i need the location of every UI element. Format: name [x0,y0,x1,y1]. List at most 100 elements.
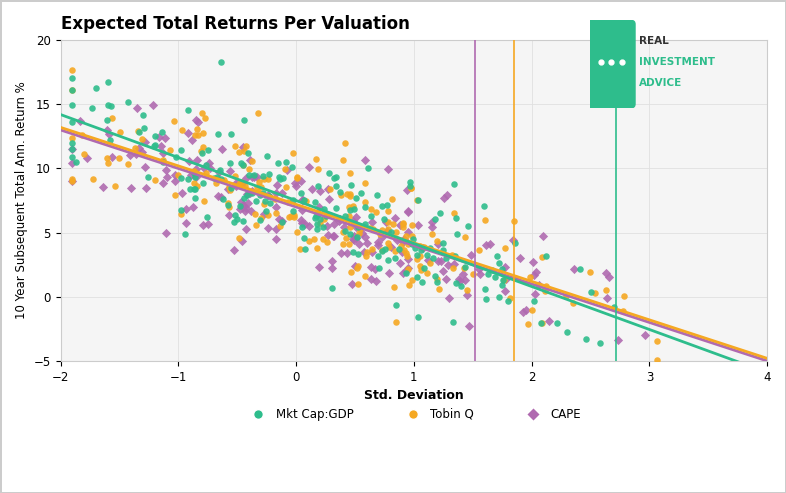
CAPE [348,233,361,241]
Tobin Q [314,219,326,227]
Tobin Q [258,200,270,208]
Tobin Q [343,211,355,219]
CAPE [270,203,283,211]
Tobin Q [66,67,79,74]
Mkt Cap:GDP [296,223,308,231]
Tobin Q [163,146,176,154]
Tobin Q [600,286,612,294]
Mkt Cap:GDP [492,293,505,301]
CAPE [402,208,414,215]
Mkt Cap:GDP [101,78,114,86]
Tobin Q [303,237,315,245]
Mkt Cap:GDP [354,189,367,197]
Mkt Cap:GDP [534,319,547,327]
CAPE [373,241,385,249]
Mkt Cap:GDP [142,173,155,180]
Tobin Q [386,195,399,203]
Mkt Cap:GDP [66,101,79,109]
Tobin Q [169,191,182,199]
Tobin Q [447,264,460,272]
Tobin Q [343,170,356,177]
CAPE [323,195,336,203]
CAPE [388,214,401,222]
Mkt Cap:GDP [66,153,79,161]
CAPE [295,216,307,224]
Tobin Q [343,240,355,248]
CAPE [222,185,235,193]
Tobin Q [397,223,410,231]
Tobin Q [351,280,364,288]
CAPE [402,264,414,272]
CAPE [365,263,377,271]
Tobin Q [321,238,333,246]
Mkt Cap:GDP [237,161,249,169]
Mkt Cap:GDP [461,222,474,230]
Tobin Q [288,211,300,219]
CAPE [395,247,408,255]
Mkt Cap:GDP [339,211,351,219]
CAPE [160,166,172,174]
CAPE [499,263,512,271]
Tobin Q [66,135,79,142]
Mkt Cap:GDP [156,158,169,166]
CAPE [529,290,542,298]
Tobin Q [210,179,222,187]
Tobin Q [524,273,537,281]
CAPE [369,277,382,285]
Mkt Cap:GDP [352,250,365,258]
CAPE [358,156,371,164]
CAPE [235,181,248,189]
CAPE [223,167,236,175]
Y-axis label: 10 Year Subsequent Total Ann. Return %: 10 Year Subsequent Total Ann. Return % [15,82,28,319]
Mkt Cap:GDP [222,201,234,209]
Mkt Cap:GDP [527,297,540,305]
Mkt Cap:GDP [608,303,620,311]
CAPE [402,255,414,263]
Tobin Q [418,243,431,251]
CAPE [180,219,193,227]
Tobin Q [249,221,262,229]
Tobin Q [66,86,79,94]
CAPE [457,270,470,278]
Tobin Q [405,183,417,191]
Tobin Q [191,125,204,133]
Mkt Cap:GDP [496,282,509,289]
CAPE [442,261,454,269]
Mkt Cap:GDP [381,201,394,209]
CAPE [124,184,137,192]
Mkt Cap:GDP [248,171,261,178]
Tobin Q [318,215,331,223]
Mkt Cap:GDP [378,215,391,223]
Tobin Q [252,109,265,117]
Tobin Q [106,114,119,122]
Tobin Q [361,248,373,256]
CAPE [402,207,414,215]
CAPE [383,269,395,277]
Tobin Q [448,209,461,217]
CAPE [435,257,447,265]
Mkt Cap:GDP [358,220,371,228]
Mkt Cap:GDP [429,273,442,281]
Mkt Cap:GDP [211,173,223,180]
Mkt Cap:GDP [254,216,266,224]
Mkt Cap:GDP [416,278,428,286]
Mkt Cap:GDP [326,284,339,292]
Mkt Cap:GDP [260,152,273,160]
Tobin Q [196,129,209,137]
CAPE [461,291,473,299]
Tobin Q [167,117,180,125]
Mkt Cap:GDP [490,252,503,260]
Mkt Cap:GDP [273,173,285,181]
Mkt Cap:GDP [376,247,388,255]
Mkt Cap:GDP [344,181,357,189]
CAPE [303,163,315,171]
Mkt Cap:GDP [446,317,459,325]
CAPE [514,254,527,262]
Tobin Q [535,319,548,327]
Tobin Q [446,250,458,258]
Mkt Cap:GDP [149,141,162,149]
CAPE [234,198,247,206]
Tobin Q [714,365,726,373]
CAPE [182,129,194,137]
Mkt Cap:GDP [343,206,356,214]
